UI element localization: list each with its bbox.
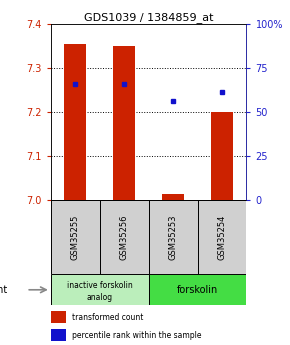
Bar xyxy=(148,274,246,305)
Bar xyxy=(113,46,135,200)
Bar xyxy=(162,194,184,200)
Bar xyxy=(197,200,246,274)
Title: GDS1039 / 1384859_at: GDS1039 / 1384859_at xyxy=(84,12,213,23)
Text: inactive forskolin: inactive forskolin xyxy=(67,280,133,290)
Bar xyxy=(51,311,66,323)
Bar xyxy=(51,200,100,274)
Text: forskolin: forskolin xyxy=(177,285,218,295)
Bar xyxy=(64,44,86,200)
Bar xyxy=(100,200,148,274)
Bar xyxy=(51,274,148,305)
Text: analog: analog xyxy=(87,293,113,302)
Text: transformed count: transformed count xyxy=(72,313,144,322)
Text: agent: agent xyxy=(0,285,8,295)
Text: percentile rank within the sample: percentile rank within the sample xyxy=(72,331,202,339)
Text: GSM35254: GSM35254 xyxy=(218,215,226,260)
Bar xyxy=(148,200,197,274)
Text: GSM35255: GSM35255 xyxy=(71,215,80,260)
Text: GSM35256: GSM35256 xyxy=(120,215,129,260)
Text: GSM35253: GSM35253 xyxy=(168,215,177,260)
Bar xyxy=(51,329,66,341)
Bar xyxy=(211,112,233,200)
